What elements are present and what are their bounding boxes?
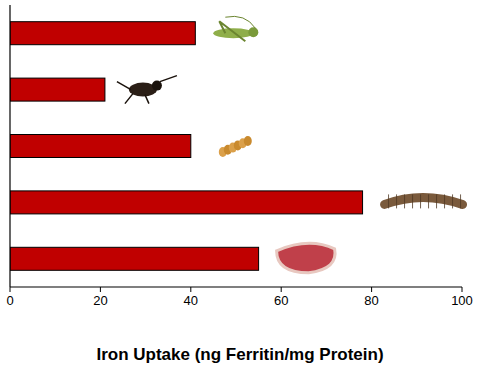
icon-buffalo-worm xyxy=(460,194,461,208)
x-tick-label: 20 xyxy=(93,293,107,308)
chart-container: 0 20 40 60 80 100 Iron Uptake (ng Ferritin/mg … xyxy=(0,0,500,370)
bar xyxy=(10,78,105,101)
x-tick xyxy=(10,287,11,292)
icon-buffalo-worm xyxy=(444,194,445,208)
icon-steak xyxy=(277,243,335,273)
x-tick-label: 0 xyxy=(6,293,13,308)
x-tick xyxy=(371,287,372,292)
bars xyxy=(10,22,363,271)
icon-buffalo-worm xyxy=(404,194,405,208)
bar xyxy=(10,22,195,45)
x-tick xyxy=(462,287,463,292)
icon-buffalo-worm xyxy=(452,194,453,208)
icon-grasshopper xyxy=(219,21,245,41)
bar xyxy=(10,247,259,270)
y-axis-line xyxy=(9,5,10,287)
icon-buffalo-worm xyxy=(388,194,389,208)
x-axis-title: Iron Uptake (ng Ferritin/mg Protein) xyxy=(96,345,383,364)
x-tick-label: 40 xyxy=(184,293,198,308)
icon-buffalo-worm xyxy=(428,194,429,208)
x-tick xyxy=(281,287,282,292)
icon-buffalo-worm xyxy=(396,194,397,208)
x-tick-label: 60 xyxy=(274,293,288,308)
icons xyxy=(117,16,463,272)
x-tick xyxy=(190,287,191,292)
chart: 0 20 40 60 80 100 Iron Uptake (ng Ferritin/mg … xyxy=(0,0,500,370)
icon-buffalo-worm xyxy=(420,194,421,208)
x-axis-line xyxy=(10,286,462,287)
bar xyxy=(10,135,191,158)
x-tick-label: 80 xyxy=(364,293,378,308)
bar xyxy=(10,191,363,214)
icon-buffalo-worm xyxy=(436,194,437,208)
x-tick-label: 100 xyxy=(451,293,473,308)
icon-buffalo-worm xyxy=(412,194,413,208)
icon-grasshopper xyxy=(248,27,258,37)
icon-grasshopper xyxy=(225,16,255,28)
x-tick xyxy=(100,287,101,292)
icon-cricket xyxy=(117,76,177,104)
icon-mealworm xyxy=(244,136,252,146)
